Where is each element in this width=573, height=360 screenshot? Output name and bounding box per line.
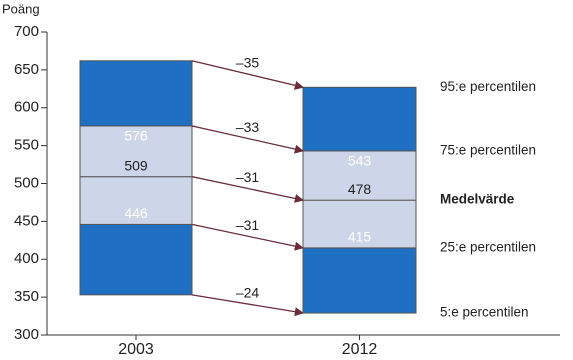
x-tick-label: 2003 xyxy=(118,341,154,358)
y-tick-label: 550 xyxy=(14,137,39,154)
y-tick-label: 450 xyxy=(14,212,39,229)
percentile-band xyxy=(302,247,417,314)
x-tick-label: 2012 xyxy=(342,341,378,358)
legend-label: Medelvärde xyxy=(440,192,515,207)
y-axis-label: Poäng xyxy=(2,1,40,16)
change-arrow xyxy=(191,223,304,251)
percentile-band xyxy=(302,150,417,201)
change-label: –24 xyxy=(236,285,260,301)
value-label: 543 xyxy=(348,153,372,169)
percentile-band xyxy=(302,86,417,152)
percentile-band xyxy=(79,176,193,225)
value-label: 509 xyxy=(124,157,148,173)
value-label: 627 xyxy=(348,68,372,84)
percentile-band xyxy=(302,199,417,249)
change-label: –31 xyxy=(236,217,260,233)
legend-label: 75:e percentilen xyxy=(440,142,536,157)
value-label: 478 xyxy=(348,181,372,197)
change-arrow xyxy=(191,60,304,90)
y-tick-label: 650 xyxy=(14,61,39,78)
y-tick-label: 350 xyxy=(14,288,39,305)
y-tick-label: 700 xyxy=(14,23,39,40)
value-label: 446 xyxy=(124,205,148,221)
legend-label: 5:e percentilen xyxy=(440,305,529,320)
change-arrow xyxy=(191,294,304,317)
change-label: –35 xyxy=(236,55,260,71)
change-label: –31 xyxy=(236,169,260,185)
percentile-band xyxy=(79,223,193,296)
value-label: 576 xyxy=(124,128,148,144)
change-arrow xyxy=(191,125,304,154)
y-tick-label: 500 xyxy=(14,174,39,191)
change-arrow xyxy=(191,176,304,203)
change-label: –33 xyxy=(236,119,260,135)
legend-label: 25:e percentilen xyxy=(440,239,536,254)
legend-label: 95:e percentilen xyxy=(440,79,536,94)
y-tick-label: 300 xyxy=(14,326,39,343)
value-label: 662 xyxy=(124,41,148,57)
percentile-band xyxy=(79,60,193,127)
value-label: 415 xyxy=(348,229,372,245)
y-tick-label: 600 xyxy=(14,99,39,116)
y-tick-label: 400 xyxy=(14,250,39,267)
value-label: 353 xyxy=(124,297,148,313)
value-label: 329 xyxy=(348,315,372,331)
